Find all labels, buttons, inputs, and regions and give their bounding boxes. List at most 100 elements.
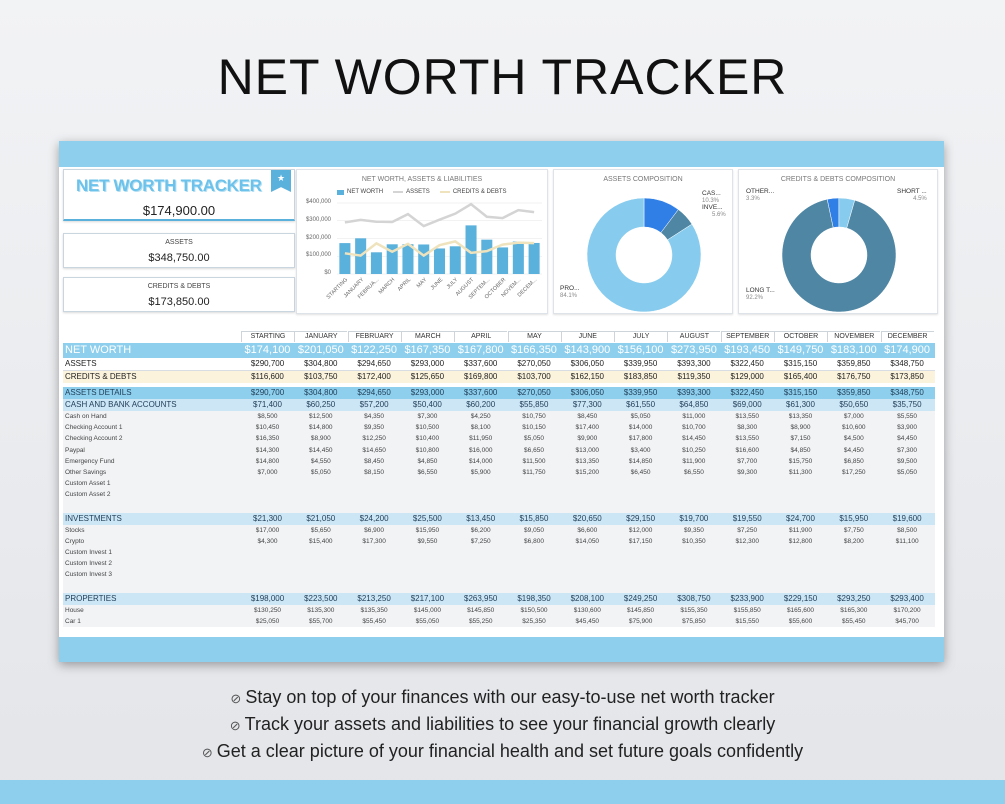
net-worth-bar	[528, 242, 540, 274]
table-cell: $294,650	[357, 359, 391, 368]
legend-debts: CREDITS & DEBTS	[439, 189, 507, 195]
table-cell: $19,700	[679, 513, 709, 523]
table-cell: $25,500	[412, 513, 442, 523]
table-cell: $198,350	[517, 593, 551, 603]
row-label: PROPERTIES	[65, 593, 117, 603]
table-row: Custom Invest 3	[63, 569, 935, 581]
table-cell: $17,800	[628, 435, 653, 443]
row-label: NET WORTH	[65, 344, 132, 356]
column-header: MARCH	[400, 331, 454, 342]
table-cell: $17,300	[362, 537, 386, 545]
y-tick-label: $0	[324, 270, 331, 276]
table-cell: $213,250	[357, 593, 391, 603]
table-cell: $322,450	[730, 388, 764, 397]
table-cell: $155,850	[733, 606, 761, 614]
net-worth-bar	[465, 225, 477, 274]
table-row: Custom Invest 1	[63, 547, 935, 559]
table-cell: $294,650	[357, 388, 391, 397]
table-cell: $75,850	[682, 617, 706, 625]
table-cell: $11,900	[682, 457, 706, 465]
row-label: ASSETS DETAILS	[65, 388, 132, 397]
table-cell: $116,600	[251, 372, 284, 381]
table-cell: $17,250	[842, 469, 866, 476]
debts-pie-title: CREDITS & DEBTS COMPOSITION	[780, 176, 896, 183]
table-row: Checking Account 2 $16,350 $8,900 $12,250 $1…	[63, 433, 935, 445]
table-cell: $315,150	[783, 359, 818, 368]
chart-legend: NET WORTH ASSETS CREDITS & DEBTS	[337, 189, 507, 195]
table-cell: $6,200	[470, 526, 491, 534]
table-cell: $8,500	[257, 413, 278, 420]
net-worth-bar	[370, 252, 382, 274]
table-cell: $306,050	[570, 388, 604, 397]
table-cell: $50,400	[412, 400, 442, 409]
table-cell: $169,800	[464, 372, 498, 381]
table-cell: $4,850	[417, 457, 438, 465]
table-cell: $6,600	[577, 526, 598, 534]
table-cell: $129,000	[730, 372, 764, 381]
table-cell: $263,950	[464, 593, 498, 603]
table-cell: $165,400	[783, 372, 818, 381]
table-cell: $149,750	[777, 344, 824, 356]
row-label: INVESTMENTS	[65, 513, 122, 523]
column-header: JULY	[614, 331, 668, 342]
table-cell: $173,850	[890, 372, 924, 381]
table-row	[63, 580, 935, 593]
table-cell: $20,650	[572, 513, 602, 523]
table-cell: $393,300	[677, 388, 711, 397]
table-cell: $249,250	[623, 593, 658, 603]
table-cell: $162,150	[570, 372, 604, 381]
table-row: NET WORTH $174,100 $201,050 $122,250 $167,35…	[63, 343, 935, 358]
table-cell: $145,000	[413, 606, 441, 614]
y-tick-label: $300,000	[305, 216, 331, 223]
table-cell: $156,100	[617, 344, 664, 356]
table-cell: $16,600	[735, 446, 759, 454]
table-cell: $25,350	[522, 617, 546, 625]
table-cell: $167,350	[404, 344, 451, 356]
table-cell: $15,550	[735, 617, 759, 625]
table-cell: $293,000	[410, 359, 445, 368]
net-worth-value: $174,900.00	[142, 203, 216, 218]
column-header: APRIL	[454, 331, 508, 342]
table-cell: $19,600	[892, 513, 922, 523]
table-cell: $4,500	[843, 435, 864, 443]
table-cell: $208,100	[570, 593, 604, 603]
check-circle-icon: ⊘	[229, 718, 241, 733]
table-cell: $11,000	[682, 413, 706, 420]
column-header: DECEMBER	[880, 331, 934, 342]
table-cell: $5,550	[897, 413, 918, 420]
table-cell: $103,750	[304, 372, 338, 381]
table-cell: $183,850	[623, 372, 658, 381]
table-cell: $25,050	[255, 617, 280, 625]
table-cell: $12,000	[628, 526, 653, 534]
table-cell: $348,750	[890, 359, 924, 368]
table-row: Other Savings $7,000 $5,050 $8,150 $6,550 $5,…	[63, 467, 935, 479]
y-tick-label: $400,000	[305, 199, 331, 205]
table-cell: $55,450	[362, 617, 386, 625]
table-cell: $55,850	[519, 400, 549, 409]
table-row: PROPERTIES $198,000 $223,500 $213,250 $217,1…	[63, 592, 935, 605]
table-cell: $24,700	[786, 513, 815, 523]
table-cell: $14,000	[628, 424, 653, 432]
table-cell: $7,300	[417, 413, 438, 420]
table-row: Stocks $17,000 $5,650 $6,900 $15,950 $6,200 $9…	[63, 524, 935, 536]
table-cell: $10,800	[415, 446, 440, 454]
table-cell: $7,000	[257, 469, 278, 476]
table-cell: $10,700	[682, 424, 706, 432]
assets-line	[344, 202, 535, 228]
table-cell: $7,300	[897, 446, 918, 454]
table-cell: $11,950	[469, 435, 493, 443]
table-cell: $24,200	[359, 513, 389, 523]
row-label: Stocks	[65, 526, 85, 534]
table-cell: $306,050	[570, 359, 604, 368]
row-label: Custom Asset 2	[65, 491, 111, 499]
table-cell: $14,450	[309, 446, 333, 454]
table-cell: $14,800	[309, 424, 333, 432]
table-cell: $229,150	[783, 593, 818, 603]
net-worth-bar	[433, 248, 446, 274]
net-worth-bar	[449, 246, 461, 274]
table-cell: $6,900	[364, 526, 385, 534]
table-cell: $5,900	[470, 469, 491, 476]
table-cell: $223,500	[304, 593, 338, 603]
net-worth-bar	[339, 243, 351, 274]
row-label: CREDITS & DEBTS	[65, 372, 137, 381]
